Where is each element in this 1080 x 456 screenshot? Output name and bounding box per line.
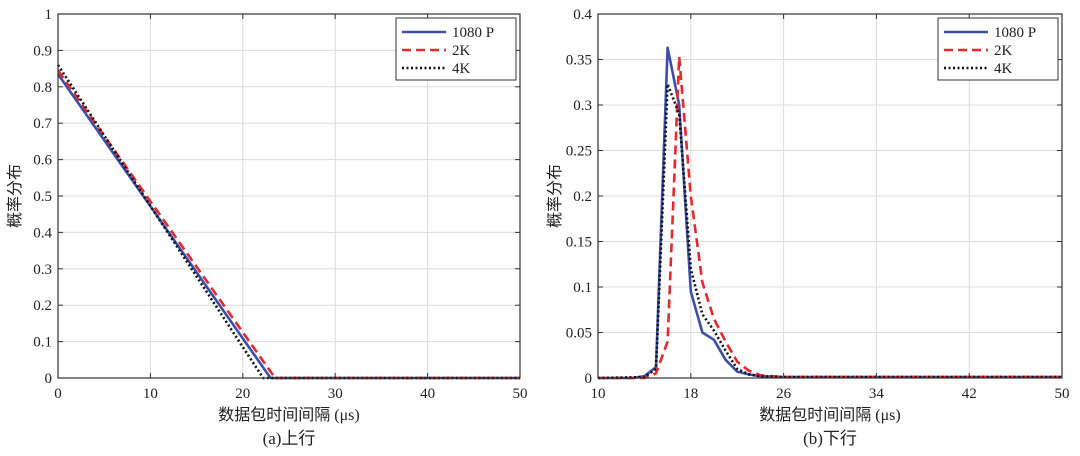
y-tick-label: 0.1: [573, 280, 592, 296]
y-tick-label: 0.4: [33, 225, 52, 241]
x-axis-label: 数据包时间间隔 (μs): [218, 406, 359, 424]
legend-label: 2K: [994, 43, 1013, 59]
y-tick-label: 0.5: [33, 189, 52, 205]
x-tick-label: 42: [962, 386, 977, 402]
chart-panel-0: 0 10 20 30 40 50 0 0.1 0.2 0.3 0.4 0.5 0.6 0.7 0.8 0.9 1…: [6, 7, 528, 448]
y-tick-label: 1: [45, 7, 53, 23]
legend-label: 4K: [994, 61, 1013, 77]
y-tick-label: 0: [45, 371, 53, 387]
legend: 1080 P 2K 4K: [937, 17, 1059, 81]
x-tick-label: 34: [869, 386, 885, 402]
y-tick-label: 0.8: [33, 80, 52, 96]
legend-label: 1080 P: [452, 25, 494, 41]
x-tick-label: 50: [1055, 386, 1070, 402]
y-tick-label: 0.4: [573, 7, 592, 23]
panel-caption: (a)上行: [263, 429, 316, 448]
y-tick-label: 0: [585, 371, 593, 387]
y-tick-label: 0.7: [33, 116, 52, 132]
y-axis-label: 概率分布: [546, 164, 564, 228]
axes-frame: [597, 13, 1063, 379]
y-tick-label: 0.9: [33, 43, 52, 59]
y-tick-label: 0.2: [573, 189, 592, 205]
legend: 1080 P 2K 4K: [395, 17, 517, 81]
y-tick-label: 0.6: [33, 153, 52, 169]
legend-label: 4K: [452, 61, 471, 77]
x-tick-label: 0: [54, 386, 62, 402]
x-tick-label: 18: [683, 386, 698, 402]
axes-frame: [57, 13, 521, 379]
y-axis-label: 概率分布: [6, 164, 24, 228]
series-line-4k: [597, 82, 1062, 380]
y-tick-label: 0.05: [566, 326, 592, 342]
legend-label: 2K: [452, 43, 471, 59]
y-tick-label: 0.3: [573, 98, 592, 114]
y-tick-label: 0.1: [33, 335, 52, 351]
y-tick-label: 0.15: [566, 235, 592, 251]
y-tick-label: 0.25: [566, 144, 592, 160]
legend-label: 1080 P: [994, 25, 1036, 41]
x-tick-label: 40: [420, 386, 435, 402]
x-tick-label: 30: [328, 386, 343, 402]
series-line-2k: [598, 55, 1062, 380]
x-tick-label: 10: [591, 386, 606, 402]
y-tick-label: 0.2: [33, 298, 52, 314]
x-axis-label: 数据包时间间隔 (μs): [759, 406, 900, 424]
panel-caption: (b)下行: [803, 429, 857, 448]
chart-panel-1: 10 18 26 34 42 50 0 0.05 0.1 0.15 0.2 0.25 0.3 0.35 0.…: [546, 7, 1070, 448]
x-tick-label: 26: [776, 386, 792, 402]
x-tick-label: 10: [143, 386, 158, 402]
y-tick-label: 0.35: [566, 53, 592, 69]
y-tick-label: 0.3: [33, 262, 52, 278]
x-tick-label: 50: [513, 386, 528, 402]
x-tick-label: 20: [235, 386, 250, 402]
